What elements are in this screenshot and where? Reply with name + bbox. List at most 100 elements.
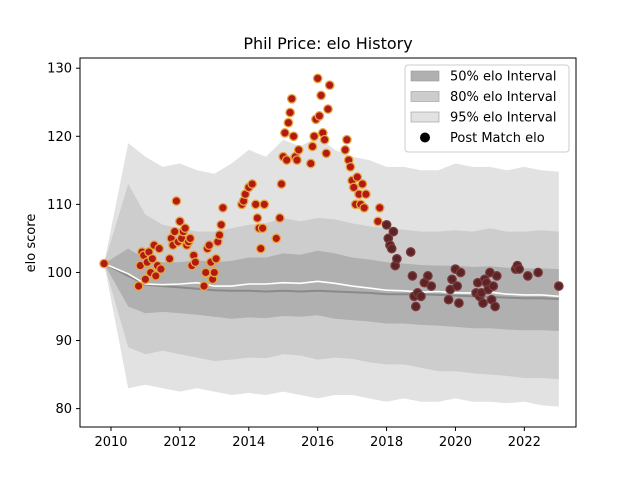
post-match-elo-point	[405, 247, 416, 257]
post-match-elo-point	[247, 179, 258, 189]
y-tick-label: 120	[47, 130, 72, 145]
post-match-elo-point	[553, 281, 564, 291]
x-tick-label: 2014	[232, 435, 265, 450]
x-tick-label: 2018	[370, 435, 403, 450]
post-match-elo-point	[280, 128, 290, 138]
post-match-elo-point	[274, 213, 285, 223]
post-match-elo-point	[342, 134, 352, 145]
post-match-elo-point	[348, 182, 359, 193]
post-match-elo-point	[133, 281, 144, 291]
post-match-elo-point	[478, 298, 488, 308]
post-match-elo-point	[361, 189, 371, 200]
post-match-elo-point	[150, 271, 161, 281]
post-match-elo-point	[185, 233, 196, 244]
post-match-elo-point	[271, 233, 282, 244]
post-match-elo-point	[416, 291, 426, 302]
post-match-elo-point	[305, 158, 316, 169]
post-match-elo-point	[292, 155, 302, 165]
post-match-elo-point	[218, 202, 228, 213]
x-tick-label: 2016	[301, 435, 334, 450]
post-match-elo-point	[257, 223, 268, 234]
post-match-elo-point	[204, 240, 215, 251]
post-match-elo-point	[259, 199, 270, 210]
post-match-elo-point	[209, 267, 220, 278]
post-match-elo-point	[324, 80, 335, 91]
post-match-elo-point	[288, 131, 299, 142]
post-match-elo-point	[281, 155, 292, 165]
post-match-elo-point	[252, 213, 263, 223]
legend-marker	[420, 132, 430, 143]
post-match-elo-point	[190, 257, 201, 268]
y-axis-label: elo score	[24, 214, 39, 273]
post-match-elo-point	[514, 264, 525, 274]
post-match-elo-point	[533, 267, 543, 278]
post-match-elo-point	[276, 179, 287, 189]
x-tick-label: 2020	[439, 435, 472, 450]
post-match-elo-point	[307, 141, 318, 152]
post-match-elo-point	[488, 281, 499, 291]
legend-swatch	[410, 91, 440, 102]
post-match-elo-point	[392, 253, 402, 264]
post-match-elo-point	[316, 90, 326, 101]
post-match-elo-point	[99, 258, 109, 269]
post-match-elo-point	[169, 226, 180, 237]
post-match-elo-point	[164, 253, 175, 264]
legend: 50% elo Interval 80% elo Interval 95% elo …	[404, 64, 570, 153]
post-match-elo-point	[255, 243, 266, 254]
post-match-elo-point	[154, 243, 165, 254]
post-match-elo-point	[452, 281, 463, 291]
post-match-elo-point	[319, 134, 330, 145]
post-match-elo-point	[285, 107, 295, 118]
post-match-elo-point	[490, 301, 500, 312]
x-tick-label: 2010	[94, 435, 127, 450]
post-match-elo-point	[455, 267, 466, 278]
post-match-elo-point	[180, 223, 190, 234]
post-match-elo-point	[447, 274, 457, 285]
y-tick-label: 80	[55, 402, 72, 417]
post-match-elo-point	[381, 219, 392, 230]
post-match-elo-point	[410, 301, 421, 312]
post-match-elo-point	[423, 271, 433, 281]
plot-area: 2010 2012 2014 2016 2018 2020 2022 80 90 100 110 12…	[47, 57, 577, 450]
legend-label: Post Match elo	[450, 131, 545, 146]
x-tick-label: 2012	[163, 435, 196, 450]
post-match-elo-point	[314, 111, 325, 121]
post-match-elo-point	[522, 271, 533, 281]
post-match-elo-point	[312, 73, 323, 84]
legend-label: 95% elo Interval	[450, 111, 557, 126]
post-match-elo-point	[156, 264, 166, 274]
y-tick-label: 100	[47, 266, 72, 281]
legend-box	[404, 64, 570, 153]
post-match-elo-point	[491, 271, 502, 281]
legend-swatch	[410, 111, 440, 123]
post-match-elo-point	[373, 216, 383, 227]
post-match-elo-point	[386, 243, 397, 254]
post-match-elo-point	[340, 145, 351, 155]
y-tick-label: 110	[47, 198, 72, 213]
legend-swatch	[410, 70, 440, 82]
post-match-elo-point	[345, 162, 356, 172]
post-match-elo-point	[216, 219, 227, 230]
post-match-elo-point	[321, 148, 332, 159]
y-tick-label: 90	[55, 334, 72, 349]
post-match-elo-point	[140, 274, 151, 285]
post-match-elo-point	[443, 294, 454, 305]
legend-label: 50% elo Interval	[450, 70, 557, 85]
post-match-elo-point	[171, 196, 182, 206]
post-match-elo-point	[357, 179, 368, 189]
post-match-elo-point	[426, 281, 437, 291]
post-match-elo-point	[283, 117, 294, 128]
post-match-elo-point	[211, 253, 221, 264]
x-tick-label: 2022	[508, 435, 541, 450]
y-tick-label: 130	[47, 62, 72, 77]
chart-title: Phil Price: elo History	[243, 34, 412, 53]
post-match-elo-point	[147, 253, 158, 264]
post-match-elo-point	[250, 199, 261, 210]
post-match-elo-point	[359, 202, 370, 213]
post-match-elo-point	[352, 172, 363, 182]
post-match-elo-point	[175, 216, 185, 227]
legend-label: 80% elo Interval	[450, 90, 557, 105]
post-match-elo-point	[407, 271, 418, 281]
post-match-elo-point	[199, 281, 209, 291]
